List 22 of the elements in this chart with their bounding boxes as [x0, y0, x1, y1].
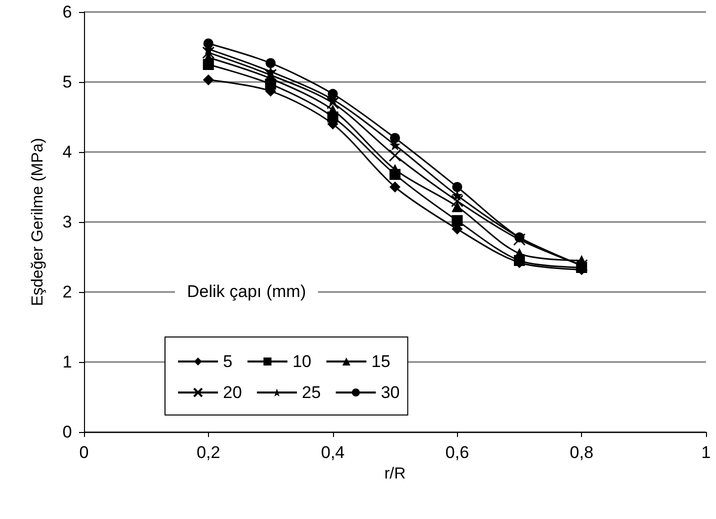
- legend-label: 30: [380, 383, 400, 402]
- y-tick-label: 6: [62, 2, 72, 22]
- x-tick-label: 0,6: [445, 443, 470, 462]
- y-tick-label: 0: [62, 422, 72, 442]
- x-tick-label: 0,2: [196, 443, 220, 462]
- legend-title: Delik çapı (mm): [187, 282, 306, 301]
- y-axis-title: Eşdeğer Gerilme (MPa): [30, 138, 46, 306]
- x-axis-title: r/R: [384, 465, 406, 482]
- legend-label: 15: [371, 352, 390, 371]
- y-tick-label: 4: [62, 142, 72, 162]
- legend-label: 10: [292, 352, 312, 371]
- x-tick-label: 0: [79, 443, 89, 462]
- y-tick-label: 3: [62, 212, 72, 232]
- x-tick-label: 1: [701, 443, 711, 462]
- y-tick-label: 1: [62, 352, 72, 372]
- y-tick-label: 5: [62, 72, 72, 92]
- x-tick-label: 0,4: [320, 443, 345, 462]
- legend-label: 25: [302, 383, 321, 402]
- x-tick-label: 0,8: [570, 443, 594, 462]
- y-tick-label: 2: [62, 282, 72, 302]
- legend-label: 5: [223, 352, 232, 371]
- legend-label: 20: [223, 383, 242, 402]
